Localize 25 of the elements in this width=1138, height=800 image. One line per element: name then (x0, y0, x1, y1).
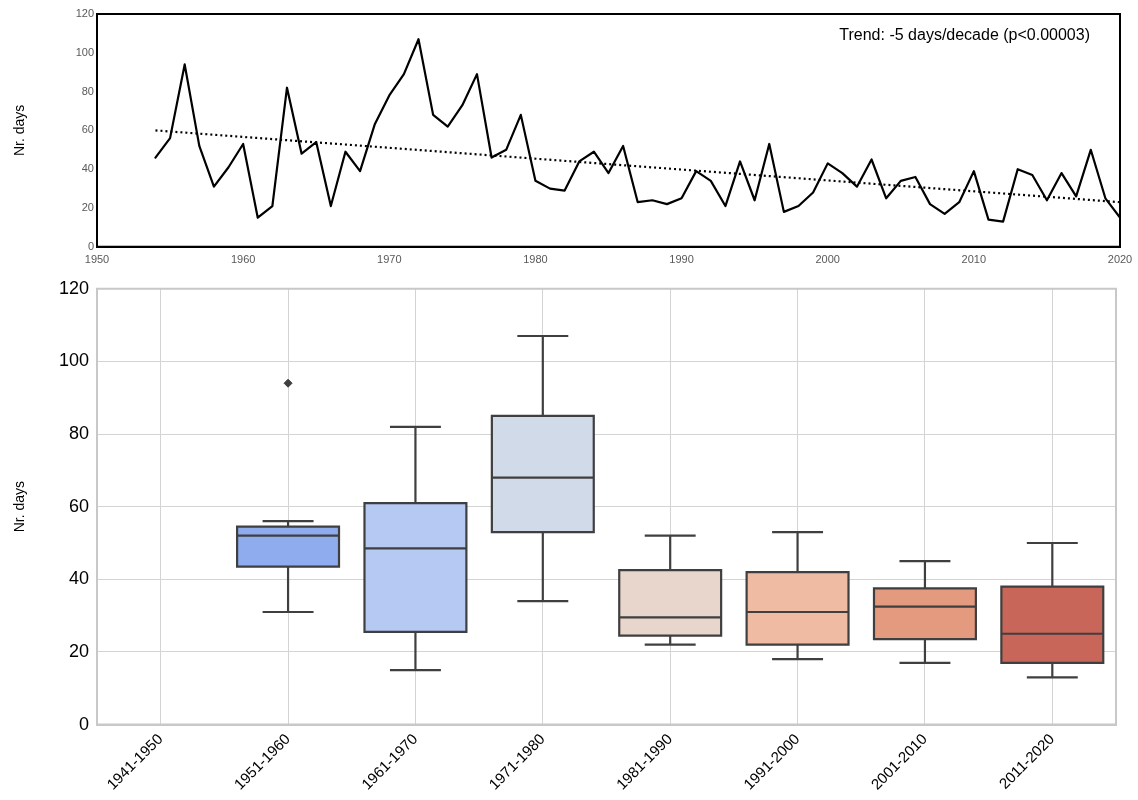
y-tick-label: 40 (81, 162, 94, 175)
x-tick-label: 2020 (1107, 253, 1133, 266)
y-axis-title: Nr. days (11, 104, 28, 157)
y-tick-label: 100 (75, 45, 94, 58)
y-tick-label: 20 (68, 640, 89, 661)
y-tick-label: 60 (81, 123, 94, 136)
y-axis-title: Nr. days (11, 480, 28, 533)
x-tick-label: 1970 (377, 253, 402, 266)
x-tick-label: 1990 (669, 253, 694, 266)
y-tick-label: 120 (58, 277, 89, 298)
annotation: Trend: -5 days/decade (p<0.00003) (839, 26, 1090, 44)
y-tick-label: 0 (87, 239, 94, 252)
y-tick-label: 60 (68, 495, 89, 516)
y-tick-label: 0 (78, 713, 89, 734)
x-tick-label: 1950 (84, 253, 110, 266)
x-tick-label: 2000 (815, 253, 840, 266)
y-tick-label: 100 (58, 350, 89, 371)
x-tick-label: 1960 (230, 253, 256, 266)
y-tick-label: 40 (68, 568, 89, 589)
y-tick-label: 120 (75, 7, 94, 20)
x-tick-label: 2010 (961, 253, 987, 266)
y-tick-label: 20 (81, 201, 94, 214)
y-tick-label: 80 (68, 423, 89, 444)
x-tick-label: 1980 (523, 253, 548, 266)
y-tick-label: 80 (81, 84, 94, 97)
